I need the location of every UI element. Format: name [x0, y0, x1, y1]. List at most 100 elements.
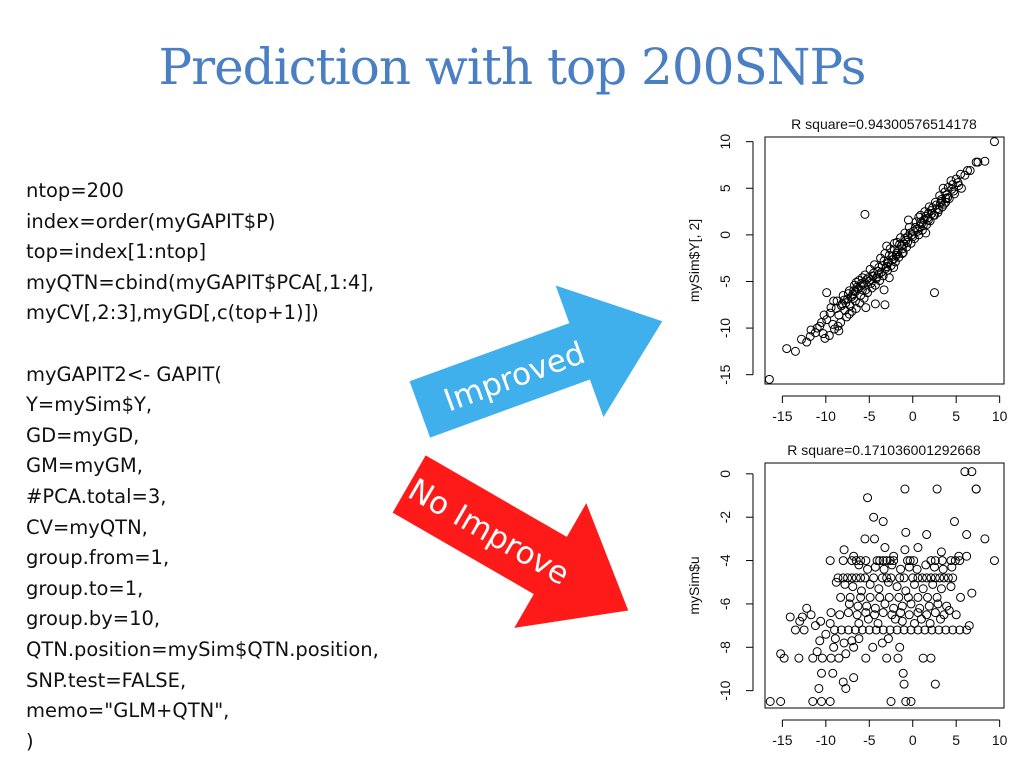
- data-point: [947, 562, 957, 572]
- data-point: [897, 601, 907, 611]
- data-point: [913, 543, 923, 553]
- data-point: [918, 653, 928, 663]
- data-point: [874, 584, 884, 594]
- data-point: [818, 329, 828, 339]
- data-point: [893, 653, 903, 663]
- data-point: [864, 625, 874, 635]
- data-point: [938, 183, 948, 193]
- data-point: [860, 209, 870, 219]
- code-line: group.by=10,: [26, 607, 161, 631]
- data-point: [856, 556, 866, 566]
- data-point: [962, 530, 972, 540]
- data-point: [843, 573, 853, 583]
- data-point: [904, 610, 914, 620]
- code-line: ): [26, 729, 34, 753]
- data-point: [797, 612, 807, 622]
- y-tick-label: -2: [717, 511, 733, 524]
- y-tick-label: -5: [717, 275, 733, 288]
- data-point: [930, 556, 940, 566]
- data-point: [913, 592, 923, 602]
- data-point: [918, 584, 928, 594]
- data-point: [926, 653, 936, 663]
- data-point: [884, 273, 894, 283]
- data-point: [921, 560, 931, 570]
- data-point: [885, 625, 895, 635]
- data-point: [962, 625, 972, 635]
- data-point: [790, 625, 800, 635]
- data-point: [812, 647, 822, 657]
- data-point: [856, 586, 866, 596]
- data-point: [841, 683, 851, 693]
- data-point: [776, 696, 786, 706]
- data-point: [886, 696, 896, 706]
- data-point: [875, 592, 885, 602]
- data-point: [849, 642, 859, 652]
- data-point: [860, 573, 870, 583]
- data-point: [847, 573, 857, 583]
- data-point: [825, 308, 835, 318]
- data-point: [938, 564, 948, 574]
- data-point: [887, 560, 897, 570]
- data-point: [805, 331, 815, 341]
- data-point: [967, 467, 977, 477]
- plot-frame: [764, 136, 1005, 385]
- data-point: [892, 582, 902, 592]
- data-point: [891, 250, 901, 260]
- data-point: [909, 618, 919, 628]
- x-tick-label: 0: [909, 732, 917, 748]
- data-point: [899, 573, 909, 583]
- code-block: ntop=200 index=order(myGAPIT$P) top=index[…: [26, 176, 426, 757]
- data-point: [942, 601, 952, 611]
- data-point: [852, 610, 862, 620]
- data-point: [919, 215, 929, 225]
- data-point: [903, 232, 913, 242]
- data-point: [946, 582, 956, 592]
- data-point: [906, 696, 916, 706]
- data-point: [861, 303, 871, 313]
- data-point: [967, 588, 977, 598]
- code-line: index=order(myGAPIT$P): [26, 209, 276, 233]
- y-tick-label: -10: [717, 680, 733, 700]
- data-point: [833, 573, 843, 583]
- data-point: [920, 625, 930, 635]
- data-point: [928, 203, 938, 213]
- data-point: [895, 573, 905, 583]
- data-point: [886, 573, 896, 583]
- data-point: [949, 186, 959, 196]
- x-tick-label: 5: [952, 408, 960, 424]
- slide-title: Prediction with top 200SNPs: [158, 38, 867, 96]
- data-point: [980, 156, 990, 166]
- data-point: [785, 612, 795, 622]
- data-point: [930, 197, 940, 207]
- code-line: group.to=1,: [26, 576, 144, 600]
- data-point: [826, 608, 836, 618]
- data-point: [854, 634, 864, 644]
- data-point: [829, 642, 839, 652]
- data-point: [903, 592, 913, 602]
- data-point: [854, 560, 864, 570]
- data-point: [799, 625, 809, 635]
- code-line: SNP.test=FALSE,: [26, 668, 187, 692]
- y-tick-label: 10: [717, 134, 733, 150]
- data-point: [847, 556, 857, 566]
- plot-title: R square=0.94300576514178: [791, 116, 977, 132]
- data-point: [905, 556, 915, 566]
- data-point: [964, 621, 974, 631]
- data-point: [810, 621, 820, 631]
- data-point: [861, 608, 871, 618]
- data-point: [868, 642, 878, 652]
- data-point: [830, 634, 840, 644]
- data-point: [872, 272, 882, 282]
- data-point: [830, 625, 840, 635]
- data-point: [834, 653, 844, 663]
- data-point: [909, 556, 919, 566]
- data-point: [939, 573, 949, 583]
- data-point: [857, 273, 867, 283]
- data-point: [948, 625, 958, 635]
- data-point: [932, 484, 942, 494]
- data-point: [954, 180, 964, 190]
- data-point: [949, 517, 959, 527]
- data-point: [883, 257, 893, 267]
- x-tick-label: 5: [952, 732, 960, 748]
